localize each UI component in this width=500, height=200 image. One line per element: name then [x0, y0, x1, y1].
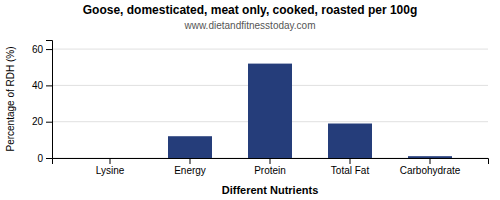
y-tick-mark	[46, 85, 52, 86]
chart-svg: Goose, domesticated, meat only, cooked, …	[0, 0, 500, 200]
x-tick-label: Protein	[254, 165, 286, 176]
y-tick-label: 0	[37, 153, 43, 164]
chart-title: Goose, domesticated, meat only, cooked, …	[83, 3, 418, 17]
x-axis: Lysine Energy Protein Total Fat Carbohydrate	[53, 158, 489, 176]
bar	[88, 158, 132, 159]
x-tick-label: Carbohydrate	[400, 165, 461, 176]
y-axis: 0 20 40 60	[32, 41, 53, 164]
x-axis-title: Different Nutrients	[222, 184, 319, 196]
y-axis-line	[46, 41, 53, 159]
grid	[52, 49, 488, 158]
y-tick-label: 40	[32, 80, 44, 91]
y-tick-mark	[46, 122, 52, 123]
x-tick: Carbohydrate	[400, 158, 461, 176]
x-tick: Protein	[254, 158, 286, 176]
y-tick-mark	[46, 49, 52, 50]
chart-subtitle: www.dietandfitnesstoday.com	[184, 20, 316, 31]
x-tick-label: Energy	[174, 165, 206, 176]
plot-area: 0 20 40 60 Lysine Energy Protein Total Fat Carbo…	[32, 41, 489, 177]
bars	[168, 64, 452, 158]
chart-container: Goose, domesticated, meat only, cooked, …	[0, 0, 500, 200]
y-tick: 0	[37, 153, 52, 164]
x-tick: Lysine	[96, 158, 125, 176]
y-tick-label: 20	[32, 116, 44, 127]
grid-line	[52, 49, 488, 50]
x-tick-label: Lysine	[96, 165, 125, 176]
y-tick: 20	[32, 116, 52, 127]
x-tick-label: Total Fat	[331, 165, 370, 176]
y-tick: 40	[32, 80, 52, 91]
y-tick: 60	[32, 44, 52, 55]
bar	[408, 156, 452, 158]
y-tick-label: 60	[32, 44, 44, 55]
x-tick-mark	[350, 158, 351, 164]
x-tick-mark	[430, 158, 431, 164]
bar	[248, 64, 292, 158]
x-tick-mark	[110, 158, 111, 164]
x-tick-mark	[270, 158, 271, 164]
x-tick: Total Fat	[331, 158, 370, 176]
y-axis-title: Percentage of RDH (%)	[5, 46, 16, 151]
x-axis-line	[53, 159, 489, 165]
x-tick-mark	[190, 158, 191, 164]
bar	[168, 136, 212, 158]
y-tick-mark	[46, 158, 52, 159]
x-tick: Energy	[174, 158, 206, 176]
bar	[328, 124, 372, 158]
